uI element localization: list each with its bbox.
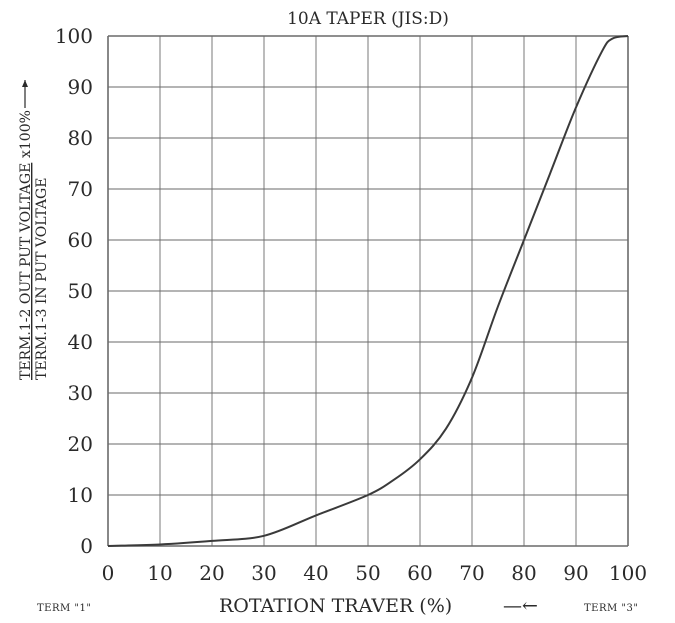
y-tick-label: 20 — [68, 432, 93, 456]
term-left-label: TERM "1" — [37, 603, 91, 614]
tick-labels: 0 10 20 30 40 50 60 70 80 90 100 0 10 20 30 40 50 60 70 80 9… — [55, 24, 647, 585]
x-tick-label: 10 — [147, 561, 172, 585]
y-tick-label: 40 — [68, 330, 93, 354]
x-tick-label: 0 — [102, 561, 115, 585]
y-tick-label: 60 — [68, 228, 93, 252]
y-tick-label: 90 — [68, 75, 93, 99]
y-axis-label-denominator: TERM.1-3 IN PUT VOLTAGE — [34, 178, 50, 380]
x-tick-label: 70 — [459, 561, 484, 585]
x-tick-label: 30 — [251, 561, 276, 585]
grid — [107, 35, 629, 547]
x-tick-label: 40 — [303, 561, 328, 585]
x-tick-label: 60 — [407, 561, 432, 585]
x-tick-label: 20 — [199, 561, 224, 585]
x-tick-label: 50 — [355, 561, 380, 585]
y-tick-label: 10 — [68, 483, 93, 507]
x-tick-label: 80 — [511, 561, 536, 585]
y-tick-label: 70 — [68, 177, 93, 201]
y-tick-label: 30 — [68, 381, 93, 405]
y-tick-label: 0 — [80, 534, 93, 558]
x-tick-label: 100 — [609, 561, 647, 585]
y-axis-arrowhead — [22, 80, 28, 87]
y-axis-label-numerator: TERM.1-2 OUT PUT VOLTAGE — [18, 163, 34, 380]
x-axis-label: ROTATION TRAVER (%) — [219, 595, 452, 617]
x-axis-label-arrow: —← — [503, 595, 538, 617]
y-tick-label: 50 — [68, 279, 93, 303]
y-axis-label: TERM.1-2 OUT PUT VOLTAGE TERM.1-3 IN PUT… — [18, 80, 50, 380]
term-right-label: TERM "3" — [584, 603, 638, 614]
y-tick-label: 100 — [55, 24, 93, 48]
series-line — [107, 35, 629, 547]
x-tick-label: 90 — [563, 561, 588, 585]
y-tick-label: 80 — [68, 126, 93, 150]
y-axis-label-suffix: x100% — [18, 110, 34, 158]
chart-title: 10A TAPER (JIS:D) — [287, 9, 449, 29]
